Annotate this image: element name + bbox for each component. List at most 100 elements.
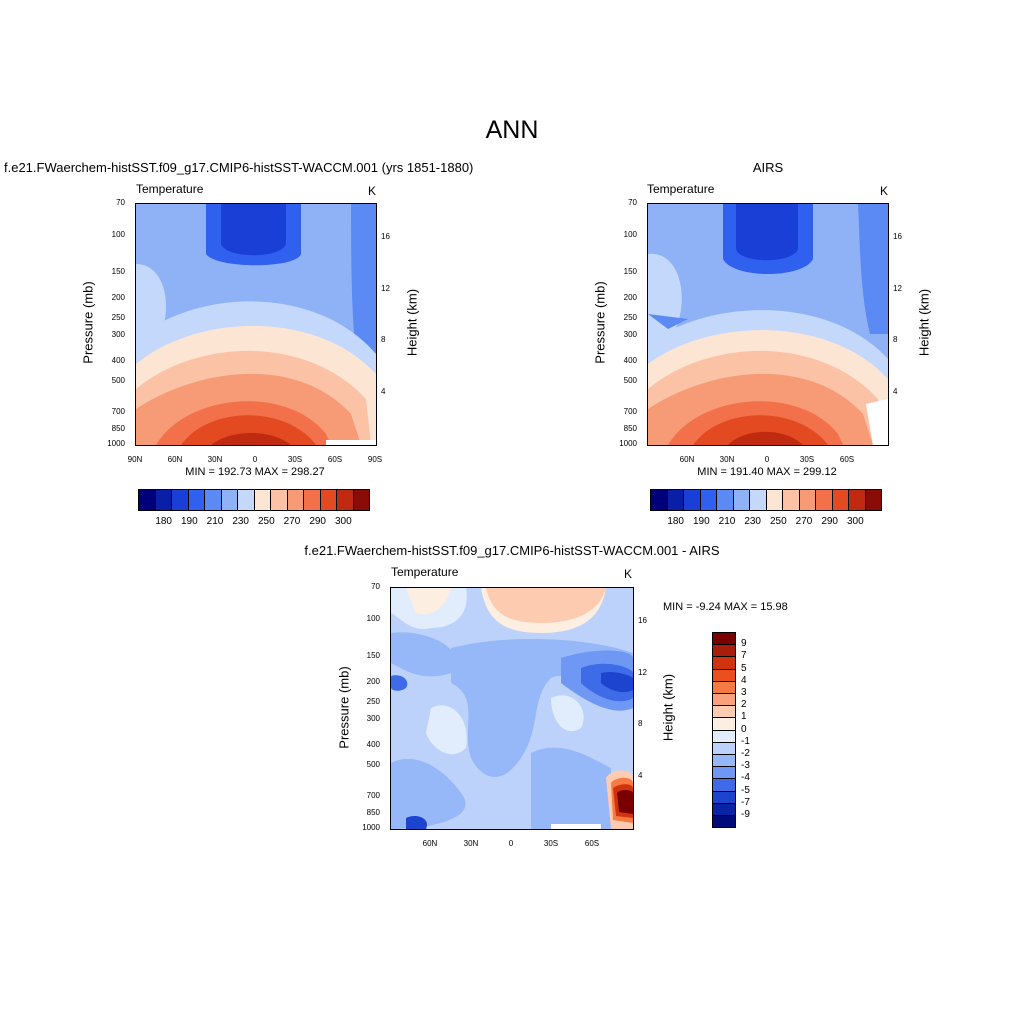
pressure-tick-label: 400 (623, 355, 637, 365)
pressure-tick-label: 100 (366, 614, 380, 624)
pressure-tick-label: 70 (628, 198, 637, 207)
height-tick-label: 12 (381, 283, 390, 293)
pressure-tick-label: 250 (111, 313, 125, 323)
colorbar-swatch (204, 489, 222, 511)
latitude-tick-label: 60N (679, 455, 695, 464)
colorbar-label: 190 (180, 516, 198, 527)
colorbar-swatch (712, 680, 736, 694)
colorbar-label: -3 (741, 760, 750, 772)
colorbar-swatch (253, 489, 271, 511)
latitude-tick-label: 0 (764, 455, 770, 464)
colorbar-label: 290 (821, 516, 838, 527)
panel-title-diff: f.e21.FWaerchem-histSST.f09_g17.CMIP6-hi… (304, 543, 720, 558)
colorbar-swatch (187, 489, 205, 511)
colorbar-label: 3 (741, 687, 747, 698)
pressure-tick-label: 200 (366, 677, 380, 687)
airs-temperature-plot (647, 203, 889, 446)
colorbar-swatch (712, 668, 736, 682)
colorbar-swatch (864, 489, 882, 511)
colorbar-swatch (831, 489, 849, 511)
pressure-tick-label: 850 (111, 424, 125, 434)
pressure-tick-label: 70 (116, 198, 125, 207)
colorbar-label: 300 (846, 516, 864, 527)
height-tick-label: 8 (893, 335, 898, 345)
pressure-tick-label: 850 (623, 424, 637, 434)
colorbar-swatch (712, 705, 736, 719)
height-tick-label: 4 (893, 387, 898, 397)
height-tick-label: 16 (638, 615, 647, 625)
colorbar-swatch (749, 489, 767, 511)
colorbar-swatch (712, 790, 736, 804)
colorbar-swatch (712, 766, 736, 780)
colorbar-label: 210 (206, 516, 224, 527)
latitude-tick-label: 30S (799, 455, 815, 464)
panel-title-model: f.e21.FWaerchem-histSST.f09_g17.CMIP6-hi… (4, 160, 474, 175)
panel3-variable-label: Temperature (391, 565, 459, 579)
pressure-tick-label: 150 (366, 651, 380, 661)
colorbar-swatch (712, 802, 736, 816)
pressure-tick-label: 500 (623, 376, 637, 386)
pressure-tick-label: 70 (371, 582, 380, 591)
colorbar-label: 9 (741, 638, 747, 650)
colorbar-label: 290 (309, 516, 326, 527)
height-tick-label: 4 (381, 387, 386, 397)
pressure-tick-label: 400 (111, 355, 125, 365)
panel-title-obs: AIRS (752, 160, 784, 175)
difference-temperature-plot (390, 587, 634, 830)
latitude-tick-label: 60N (422, 839, 438, 848)
colorbar-swatch (319, 489, 337, 511)
colorbar-swatch (712, 656, 736, 670)
colorbar-swatch (712, 778, 736, 792)
colorbar-swatch (154, 489, 172, 511)
panel2-height-axis-label: Height (km) (916, 288, 932, 357)
height-tick-label: 12 (638, 667, 647, 677)
panel3-units-label: K (624, 567, 633, 581)
latitude-tick-label: 30N (207, 455, 223, 464)
colorbar-label: 180 (155, 516, 172, 527)
panel2-minmax: MIN = 191.40 MAX = 299.12 (697, 466, 837, 478)
pressure-tick-label: 100 (623, 230, 637, 240)
colorbar-swatch (666, 489, 684, 511)
colorbar-swatch (712, 729, 736, 743)
pressure-tick-label: 850 (366, 808, 380, 818)
height-tick-label: 12 (893, 283, 902, 293)
colorbar-label: 190 (692, 516, 710, 527)
panel1-variable-label: Temperature (136, 182, 204, 196)
colorbar-label: 250 (257, 516, 275, 527)
colorbar-label: 2 (741, 699, 747, 711)
latitude-tick-label: 30N (719, 455, 735, 464)
pressure-tick-label: 700 (111, 406, 125, 416)
colorbar-swatch (712, 815, 736, 829)
colorbar-label: 270 (283, 516, 301, 527)
colorbar-swatch (286, 489, 304, 511)
colorbar-swatch (815, 489, 833, 511)
colorbar-label: 7 (741, 650, 747, 662)
pressure-tick-label: 400 (366, 739, 380, 749)
pressure-tick-label: 300 (111, 329, 125, 339)
latitude-tick-label: 30N (463, 839, 479, 848)
pressure-tick-label: 200 (111, 293, 125, 303)
colorbar-label: 230 (744, 516, 761, 527)
model-temperature-field (136, 204, 376, 445)
panel1-height-axis-label: Height (km) (404, 288, 420, 357)
latitude-tick-label: 60S (584, 839, 600, 848)
panel2-units-label: K (880, 184, 889, 198)
pressure-tick-label: 250 (623, 313, 637, 323)
colorbar-swatch (732, 489, 750, 511)
colorbar-swatch (683, 489, 701, 511)
pressure-tick-label: 500 (111, 376, 125, 386)
colorbar-label: 250 (769, 516, 787, 527)
latitude-tick-label: 90N (127, 455, 143, 464)
colorbar-label: -7 (741, 796, 750, 808)
colorbar-label: 0 (741, 723, 747, 735)
pressure-tick-label: 250 (366, 697, 380, 707)
pressure-tick-label: 150 (111, 267, 125, 277)
colorbar-swatch (650, 489, 668, 511)
pressure-tick-label: 200 (623, 293, 637, 303)
latitude-tick-label: 0 (252, 455, 258, 464)
colorbar-label: -1 (741, 735, 750, 747)
latitude-tick-label: 60S (327, 455, 343, 464)
height-tick-label: 8 (381, 335, 386, 345)
pressure-tick-label: 150 (623, 267, 637, 277)
colorbar-swatch (782, 489, 800, 511)
